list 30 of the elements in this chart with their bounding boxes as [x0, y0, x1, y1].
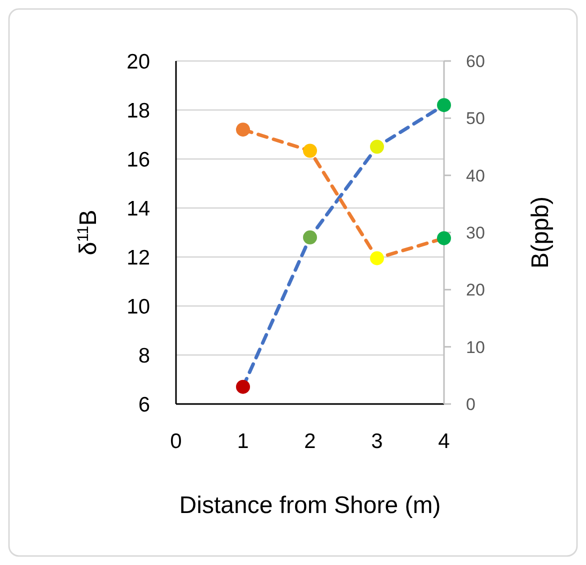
- y2-axis-title: B(ppb): [527, 196, 554, 269]
- y2-tick-label: 30: [466, 223, 485, 242]
- point: [370, 140, 384, 154]
- point: [303, 144, 317, 158]
- y2-tick-label: 20: [466, 280, 485, 300]
- y-tick-label: 18: [126, 99, 150, 122]
- x-tick-label: 3: [371, 430, 383, 453]
- y-tick-label: 10: [126, 295, 150, 318]
- y2-tick-label: 60: [466, 52, 485, 71]
- y2-tick-label: 10: [466, 338, 485, 357]
- point: [236, 380, 250, 394]
- y2-tick-label: 40: [466, 166, 485, 186]
- y-tick-label: 8: [138, 344, 150, 368]
- y-tick-label: 14: [126, 197, 150, 220]
- point: [437, 231, 451, 246]
- point: [370, 251, 384, 266]
- y-tick-label: 16: [126, 148, 150, 172]
- x-tick-label: 4: [438, 430, 450, 453]
- point: [236, 122, 250, 137]
- y-tick-label: 6: [138, 393, 150, 416]
- x-tick-label: 2: [304, 430, 316, 453]
- x-axis-title: Distance from Shore (m): [179, 492, 441, 519]
- x-tick-label: 0: [170, 430, 182, 453]
- point: [303, 230, 317, 244]
- x-tick-label: 1: [237, 430, 249, 453]
- y-tick-label: 20: [126, 50, 150, 74]
- y-tick-label: 12: [126, 246, 150, 270]
- y2-tick-label: 0: [466, 394, 476, 414]
- y2-tick-label: 50: [466, 109, 485, 128]
- point: [437, 98, 451, 112]
